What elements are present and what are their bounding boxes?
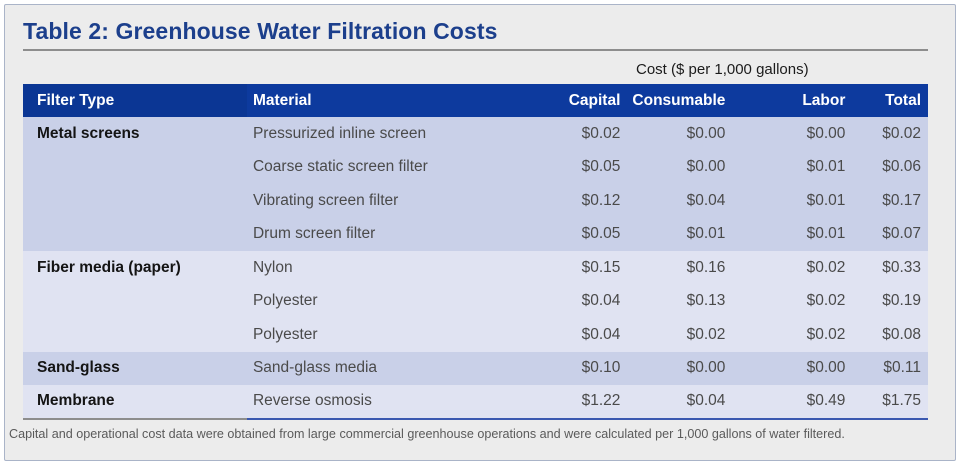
labor-cell: $0.02	[731, 284, 852, 318]
material-cell: Coarse static screen filter	[246, 150, 527, 184]
consumable-cell: $0.13	[626, 284, 732, 318]
filtration-cost-table: Filter Type Material Capital Consumable …	[23, 84, 928, 420]
filter-type-cell: Fiber media (paper)	[23, 251, 247, 285]
capital-cell: $0.04	[526, 318, 627, 352]
filter-type-cell: Metal screens	[23, 117, 247, 151]
material-cell: Sand-glass media	[246, 351, 527, 385]
header-total: Total	[851, 84, 928, 117]
total-cell: $0.08	[851, 318, 928, 352]
consumable-cell: $0.00	[626, 117, 732, 151]
header-material: Material	[246, 84, 527, 117]
table-row: Membrane Reverse osmosis $1.22 $0.04 $0.…	[23, 385, 928, 420]
filter-type-cell	[23, 284, 247, 318]
capital-cell: $0.15	[526, 251, 627, 285]
table-row: Fiber media (paper) Nylon $0.15 $0.16 $0…	[23, 251, 928, 285]
total-cell: $0.33	[851, 251, 928, 285]
consumable-cell: $0.00	[626, 150, 732, 184]
material-cell: Pressurized inline screen	[246, 117, 527, 151]
consumable-cell: $0.16	[626, 251, 732, 285]
material-cell: Reverse osmosis	[246, 385, 527, 420]
table-title: Table 2: Greenhouse Water Filtration Cos…	[23, 18, 498, 44]
consumable-cell: $0.04	[626, 385, 732, 420]
labor-cell: $0.01	[731, 184, 852, 218]
total-cell: $0.19	[851, 284, 928, 318]
filter-type-cell: Membrane	[23, 385, 247, 420]
labor-cell: $0.00	[731, 351, 852, 385]
labor-cell: $0.01	[731, 150, 852, 184]
consumable-cell: $0.04	[626, 184, 732, 218]
total-cell: $0.07	[851, 217, 928, 251]
labor-cell: $0.49	[731, 385, 852, 420]
total-cell: $0.06	[851, 150, 928, 184]
consumable-cell: $0.01	[626, 217, 732, 251]
capital-cell: $0.10	[526, 351, 627, 385]
table-row: Vibrating screen filter $0.12 $0.04 $0.0…	[23, 184, 928, 218]
filter-type-cell	[23, 184, 247, 218]
capital-cell: $1.22	[526, 385, 627, 420]
header-filter-type: Filter Type	[23, 84, 247, 117]
labor-cell: $0.02	[731, 251, 852, 285]
header-consumable: Consumable	[626, 84, 732, 117]
table-row: Polyester $0.04 $0.02 $0.02 $0.08	[23, 318, 928, 352]
capital-cell: $0.05	[526, 217, 627, 251]
capital-cell: $0.05	[526, 150, 627, 184]
filter-type-cell: Sand-glass	[23, 351, 247, 385]
labor-cell: $0.02	[731, 318, 852, 352]
material-cell: Nylon	[246, 251, 527, 285]
cost-unit-caption: Cost ($ per 1,000 gallons)	[636, 61, 809, 78]
table-row: Sand-glass Sand-glass media $0.10 $0.00 …	[23, 351, 928, 385]
filter-type-cell	[23, 217, 247, 251]
table-row: Polyester $0.04 $0.13 $0.02 $0.19	[23, 284, 928, 318]
capital-cell: $0.04	[526, 284, 627, 318]
table-row: Drum screen filter $0.05 $0.01 $0.01 $0.…	[23, 217, 928, 251]
filter-type-cell	[23, 150, 247, 184]
material-cell: Polyester	[246, 318, 527, 352]
table-row: Coarse static screen filter $0.05 $0.00 …	[23, 150, 928, 184]
table-row: Metal screens Pressurized inline screen …	[23, 117, 928, 151]
labor-cell: $0.00	[731, 117, 852, 151]
capital-cell: $0.12	[526, 184, 627, 218]
labor-cell: $0.01	[731, 217, 852, 251]
table-header-row: Filter Type Material Capital Consumable …	[23, 84, 928, 117]
total-cell: $0.02	[851, 117, 928, 151]
material-cell: Vibrating screen filter	[246, 184, 527, 218]
capital-cell: $0.02	[526, 117, 627, 151]
header-labor: Labor	[731, 84, 852, 117]
total-cell: $1.75	[851, 385, 928, 420]
filter-type-cell	[23, 318, 247, 352]
material-cell: Drum screen filter	[246, 217, 527, 251]
table-figure: Table 2: Greenhouse Water Filtration Cos…	[4, 4, 956, 461]
table-footnote: Capital and operational cost data were o…	[9, 427, 845, 441]
consumable-cell: $0.00	[626, 351, 732, 385]
total-cell: $0.11	[851, 351, 928, 385]
consumable-cell: $0.02	[626, 318, 732, 352]
material-cell: Polyester	[246, 284, 527, 318]
total-cell: $0.17	[851, 184, 928, 218]
title-divider	[23, 49, 928, 51]
header-capital: Capital	[526, 84, 627, 117]
